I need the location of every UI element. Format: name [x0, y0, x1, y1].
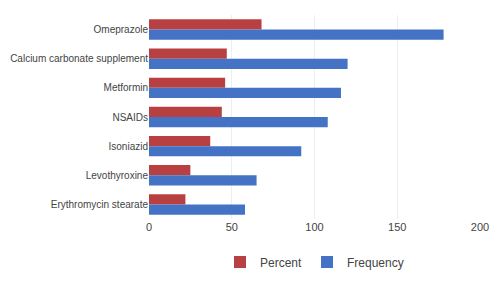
- svg-text:200: 200: [471, 221, 489, 233]
- svg-text:Percent: Percent: [260, 256, 302, 270]
- svg-text:Calcium carbonate supplement: Calcium carbonate supplement: [10, 53, 148, 64]
- svg-text:Omeprazole: Omeprazole: [94, 24, 149, 35]
- svg-text:0: 0: [146, 221, 152, 233]
- svg-text:Erythromycin stearate: Erythromycin stearate: [51, 199, 149, 210]
- svg-text:Isoniazid: Isoniazid: [109, 141, 148, 152]
- svg-text:NSAIDs: NSAIDs: [112, 112, 148, 123]
- svg-text:150: 150: [388, 221, 406, 233]
- svg-text:Levothyroxine: Levothyroxine: [86, 170, 149, 181]
- svg-text:50: 50: [226, 221, 238, 233]
- svg-text:Frequency: Frequency: [347, 256, 404, 270]
- svg-text:100: 100: [305, 221, 323, 233]
- svg-text:Metformin: Metformin: [104, 82, 148, 93]
